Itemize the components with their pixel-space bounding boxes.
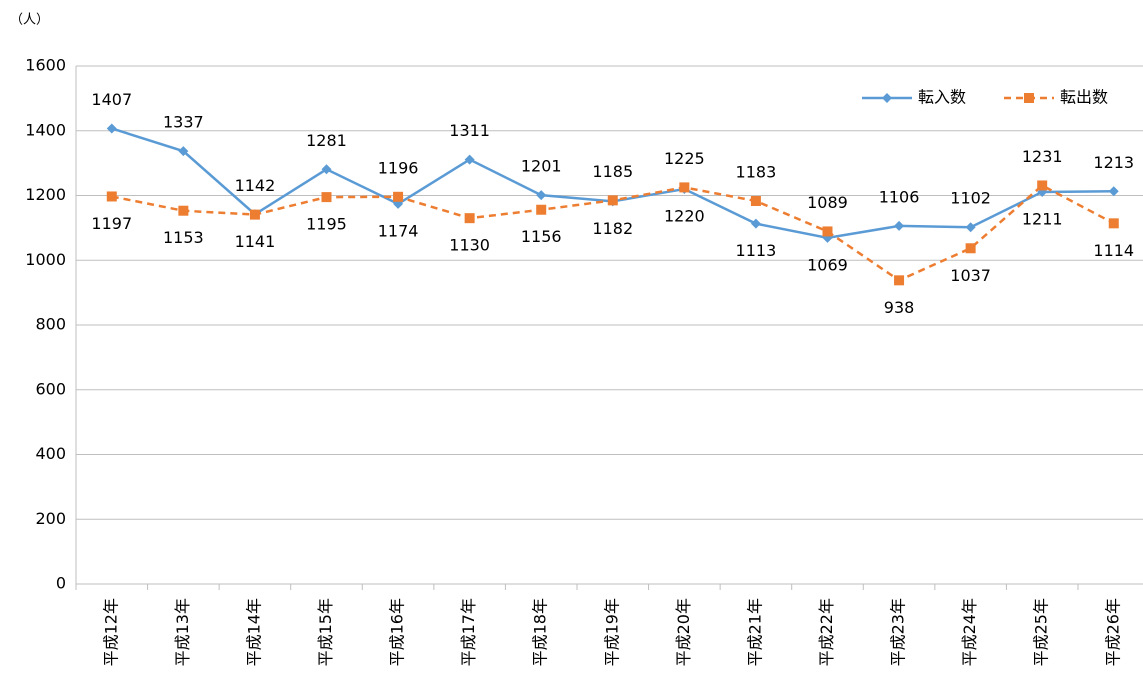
marker	[965, 222, 976, 233]
data-label: 1220	[664, 207, 705, 226]
marker	[106, 191, 117, 202]
x-tick-label: 平成20年	[674, 598, 693, 666]
x-tick-label: 平成12年	[101, 598, 120, 666]
data-label: 1201	[521, 157, 562, 176]
marker	[536, 190, 547, 201]
marker	[1108, 218, 1119, 229]
data-label: 938	[884, 298, 915, 317]
data-label: 1281	[306, 131, 347, 150]
y-tick-label: 200	[35, 509, 66, 528]
x-tick-label: 平成14年	[244, 598, 263, 666]
data-label: 1089	[807, 193, 848, 212]
data-label: 1407	[91, 90, 132, 109]
x-tick-label: 平成23年	[889, 598, 908, 666]
marker	[1108, 186, 1119, 197]
legend-label: 転入数	[918, 88, 966, 107]
y-tick-label: 0	[56, 574, 66, 593]
marker	[679, 182, 690, 193]
marker	[106, 123, 117, 134]
x-tick-label: 平成25年	[1032, 598, 1051, 666]
x-tick-label: 平成19年	[602, 598, 621, 666]
data-label: 1182	[592, 219, 633, 238]
y-tick-label: 800	[35, 315, 66, 334]
x-tick-label: 平成15年	[316, 598, 335, 666]
marker	[464, 213, 475, 224]
x-tick-label: 平成21年	[745, 598, 764, 666]
marker	[321, 164, 332, 175]
x-tick-label: 平成16年	[388, 598, 407, 666]
data-label: 1113	[736, 241, 777, 260]
legend-marker	[1024, 93, 1034, 103]
data-label: 1130	[449, 236, 490, 255]
marker	[321, 192, 332, 203]
data-label: 1069	[807, 255, 848, 274]
data-label: 1114	[1093, 241, 1134, 260]
data-label: 1141	[235, 232, 276, 251]
x-tick-label: 平成13年	[173, 598, 192, 666]
data-label: 1195	[306, 215, 347, 234]
marker	[750, 196, 761, 207]
data-label: 1213	[1093, 153, 1134, 172]
data-label: 1196	[378, 158, 419, 177]
data-label: 1174	[378, 221, 419, 240]
marker	[607, 195, 618, 206]
x-tick-label: 平成26年	[1103, 598, 1122, 666]
y-tick-label: 1200	[25, 185, 66, 204]
marker	[178, 146, 189, 157]
x-tick-label: 平成18年	[531, 598, 550, 666]
data-label: 1102	[950, 189, 991, 208]
x-tick-label: 平成17年	[459, 598, 478, 666]
data-label: 1311	[449, 121, 490, 140]
marker	[894, 220, 905, 231]
x-tick-label: 平成24年	[960, 598, 979, 666]
marker	[249, 209, 260, 220]
data-label: 1185	[592, 162, 633, 181]
marker	[536, 204, 547, 215]
y-tick-label: 400	[35, 444, 66, 463]
y-axis-label: （人）	[10, 13, 49, 28]
marker	[822, 226, 833, 237]
x-tick-label: 平成22年	[817, 598, 836, 666]
data-label: 1106	[879, 187, 920, 206]
marker	[1037, 180, 1048, 191]
data-label: 1211	[1022, 209, 1063, 228]
data-label: 1037	[950, 266, 991, 285]
data-label: 1183	[736, 163, 777, 182]
legend-marker	[882, 93, 892, 103]
y-tick-label: 1400	[25, 120, 66, 139]
data-label: 1156	[521, 227, 562, 246]
marker	[750, 218, 761, 229]
y-tick-label: 600	[35, 379, 66, 398]
marker	[393, 191, 404, 202]
data-label: 1225	[664, 149, 705, 168]
data-label: 1197	[91, 214, 132, 233]
data-label: 1142	[235, 176, 276, 195]
marker	[894, 275, 905, 286]
marker	[464, 154, 475, 165]
data-label: 1337	[163, 113, 204, 132]
y-tick-label: 1600	[25, 56, 66, 75]
data-label: 1231	[1022, 147, 1063, 166]
data-label: 1153	[163, 228, 204, 247]
legend-label: 転出数	[1060, 88, 1108, 107]
marker	[178, 205, 189, 216]
y-tick-label: 1000	[25, 250, 66, 269]
marker	[965, 243, 976, 254]
